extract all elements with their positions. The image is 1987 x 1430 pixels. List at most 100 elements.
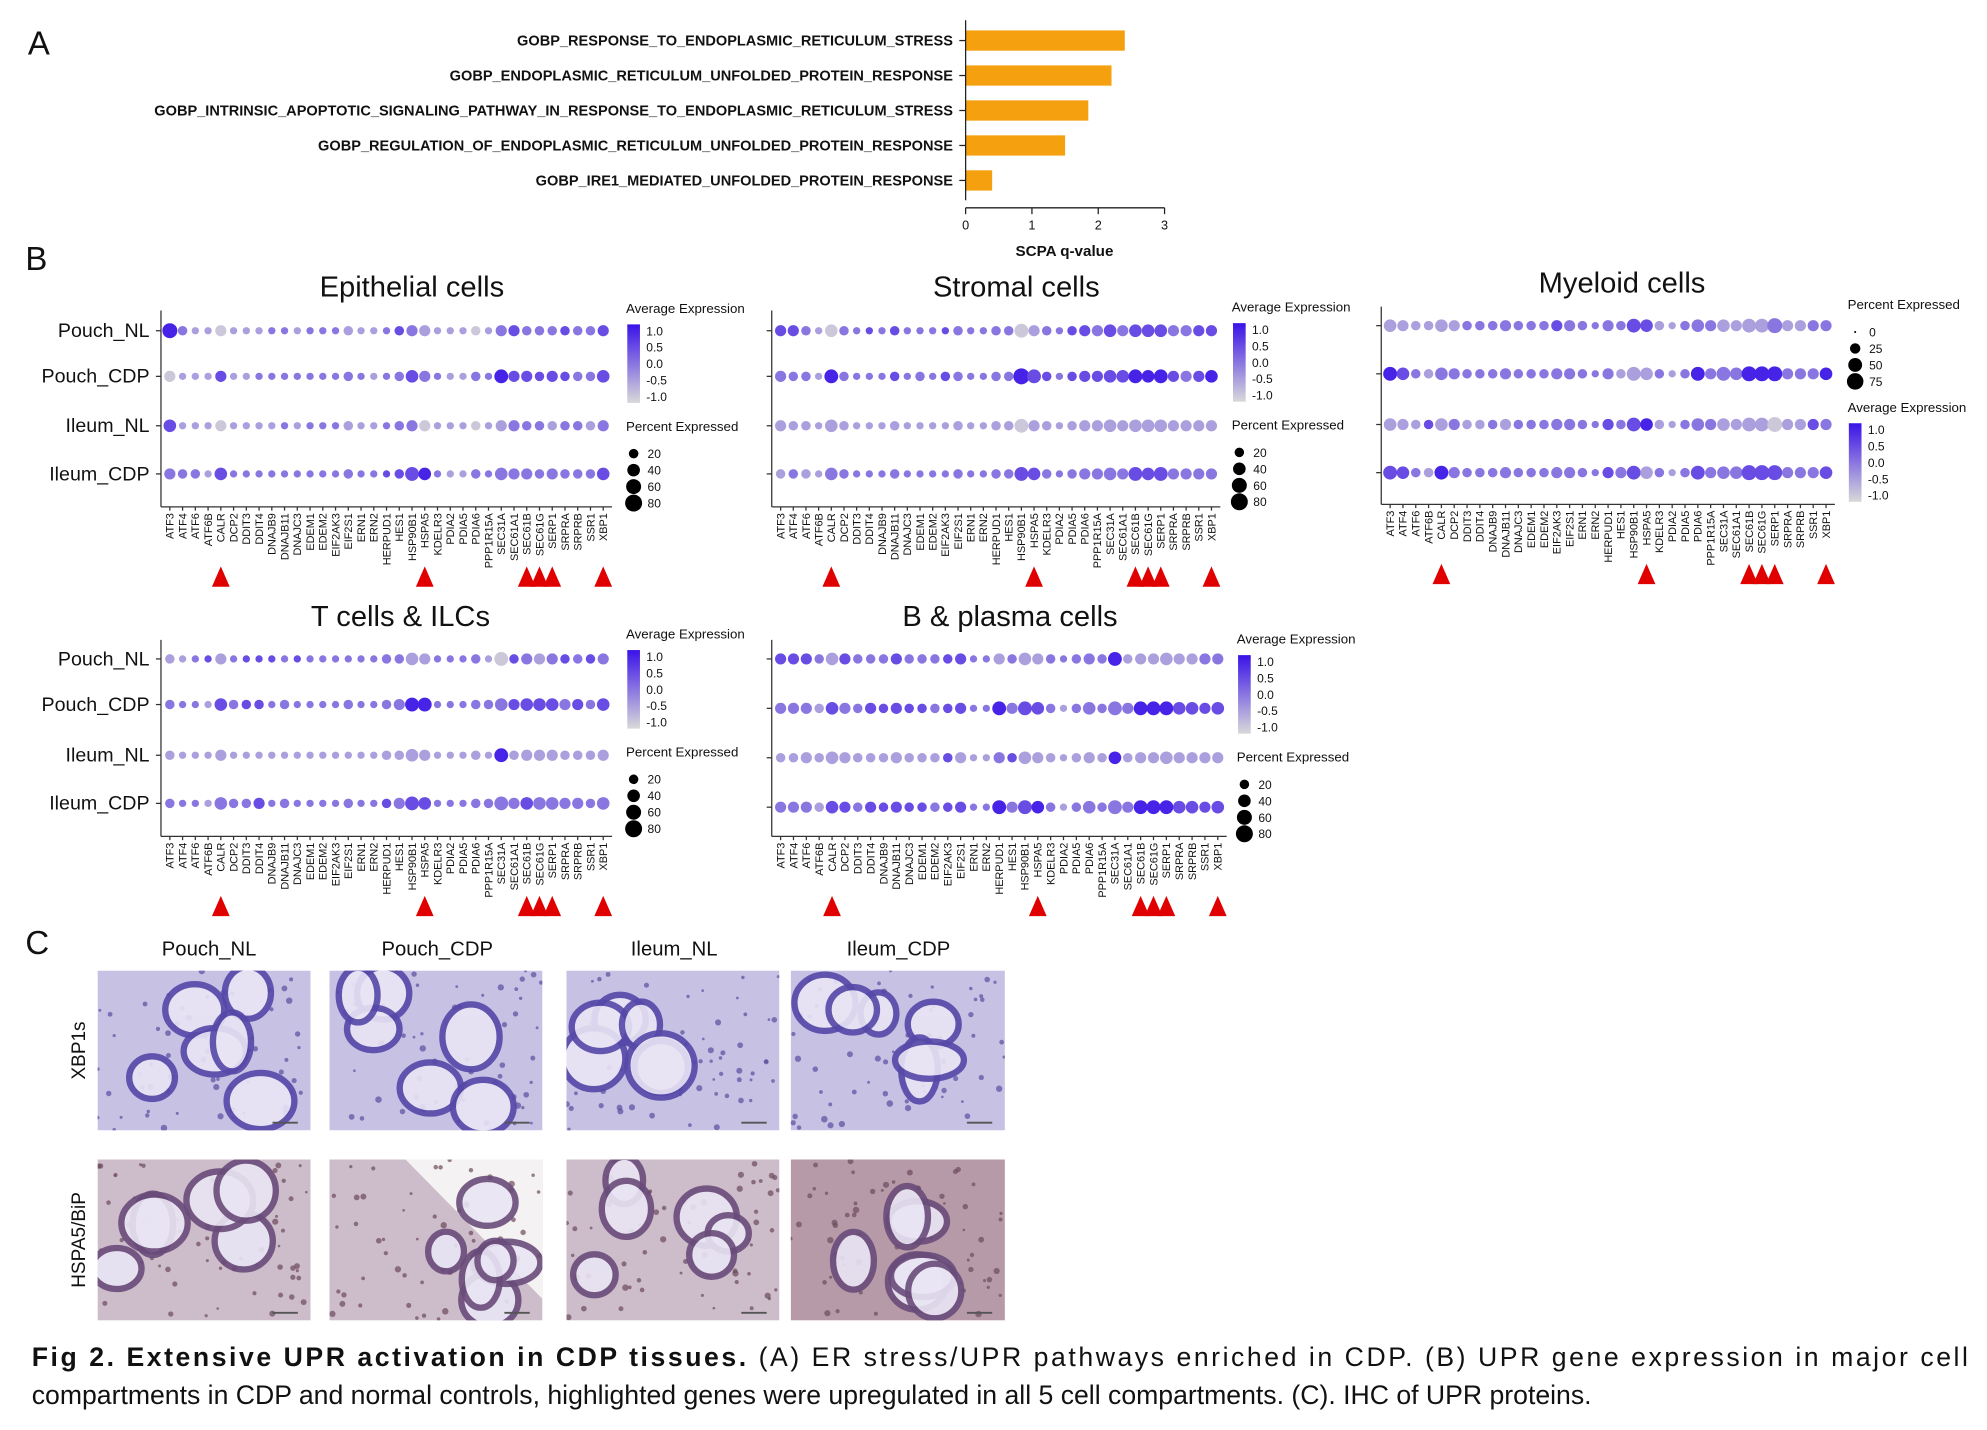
gene-label: ERN2 <box>978 513 990 542</box>
dot <box>853 703 863 714</box>
gene-label: KDELR3 <box>1654 511 1666 553</box>
nucleus <box>277 1244 281 1248</box>
dot <box>585 371 596 382</box>
dot <box>878 327 886 335</box>
dot <box>370 751 378 759</box>
nucleus <box>980 997 985 1003</box>
dot <box>865 372 873 381</box>
crypt <box>829 1228 878 1293</box>
dot <box>494 748 509 763</box>
nucleus <box>512 1011 519 1017</box>
dot <box>953 371 963 382</box>
nucleus <box>294 1031 301 1037</box>
gene-label: PDIA5 <box>1067 513 1079 544</box>
nucleus <box>436 1317 441 1321</box>
colorbar-tick-label: 0.5 <box>1257 671 1274 685</box>
nucleus <box>289 1294 295 1300</box>
ihc-image <box>329 970 543 1131</box>
nucleus <box>530 971 537 978</box>
colorbar <box>1848 423 1862 502</box>
dot <box>969 655 978 663</box>
dot <box>214 467 228 481</box>
nucleus <box>290 1274 296 1280</box>
legend-title: Average Expression <box>1237 632 1356 647</box>
nucleus <box>574 1091 578 1096</box>
dot <box>1690 366 1705 381</box>
dot <box>585 699 596 710</box>
column-label: Ileum_CDP <box>847 938 951 960</box>
gene-label: HERPUD1 <box>991 513 1003 565</box>
dot <box>165 699 175 710</box>
nucleus <box>497 984 504 991</box>
nucleus <box>145 1113 150 1118</box>
nucleus <box>277 1264 283 1270</box>
gene-label: CALR <box>1436 511 1448 540</box>
size-key <box>1230 493 1248 511</box>
dot <box>1172 702 1186 715</box>
dot <box>446 372 454 381</box>
dot <box>405 796 419 811</box>
nucleus <box>155 1026 161 1031</box>
dot <box>889 325 900 336</box>
dot <box>839 371 849 382</box>
dot <box>1055 327 1064 335</box>
caption-label: Fig 2. Extensive UPR activation in CDP t… <box>32 1342 746 1372</box>
gene-label: DDIT3 <box>853 843 865 874</box>
dot <box>164 370 176 382</box>
dot <box>534 421 545 431</box>
gene-label: DNAJB9 <box>878 843 890 885</box>
gene-label: SEC61B <box>1135 843 1147 885</box>
dot <box>1794 320 1806 332</box>
colorbar <box>627 650 640 729</box>
dot <box>1526 369 1536 379</box>
nucleus <box>751 1179 756 1185</box>
dot <box>1003 325 1014 336</box>
size-key <box>628 448 639 459</box>
dot <box>1729 466 1743 479</box>
dot <box>839 421 849 431</box>
dot <box>1577 320 1588 331</box>
size-key <box>1846 373 1864 390</box>
size-key <box>1236 809 1252 825</box>
nucleus <box>906 1169 913 1176</box>
gene-label: EDEM1 <box>1526 511 1538 548</box>
gene-label: SRPRA <box>1174 842 1186 880</box>
dot <box>164 468 176 480</box>
dot <box>382 327 391 335</box>
dot <box>1097 802 1107 812</box>
dot <box>343 371 354 382</box>
gene-label: EDEM2 <box>927 513 939 550</box>
size-key-label: 40 <box>1253 462 1267 476</box>
nucleus <box>753 1209 759 1214</box>
gene-label: SRPRB <box>1795 511 1807 548</box>
highlight-arrow <box>530 895 549 917</box>
dot <box>293 655 301 663</box>
dot <box>1103 419 1117 433</box>
gene-label: ATF4 <box>1398 511 1410 537</box>
nucleus <box>764 1292 771 1299</box>
dot <box>585 750 596 760</box>
dot <box>255 372 263 381</box>
dot <box>204 372 212 381</box>
dot <box>865 470 873 478</box>
dot <box>1003 421 1014 431</box>
legend-title: Percent Expressed <box>1237 750 1349 765</box>
nucleus <box>442 1308 449 1315</box>
dot <box>483 699 494 710</box>
gene-label: SRPRA <box>1168 512 1180 550</box>
dot <box>178 372 187 381</box>
dot <box>1067 325 1077 336</box>
gene-label: EDEM2 <box>1539 511 1551 548</box>
dot <box>904 753 914 763</box>
nucleus <box>298 1164 302 1168</box>
highlight-arrow <box>1753 563 1771 585</box>
nucleus <box>628 1104 636 1111</box>
nucleus <box>568 1105 574 1112</box>
dot <box>1705 418 1717 431</box>
row-label: Ileum_CDP <box>49 463 149 485</box>
dot <box>953 469 963 479</box>
dot <box>1616 369 1626 379</box>
nucleus <box>847 1051 853 1058</box>
dot <box>190 469 201 479</box>
dot <box>992 701 1007 716</box>
